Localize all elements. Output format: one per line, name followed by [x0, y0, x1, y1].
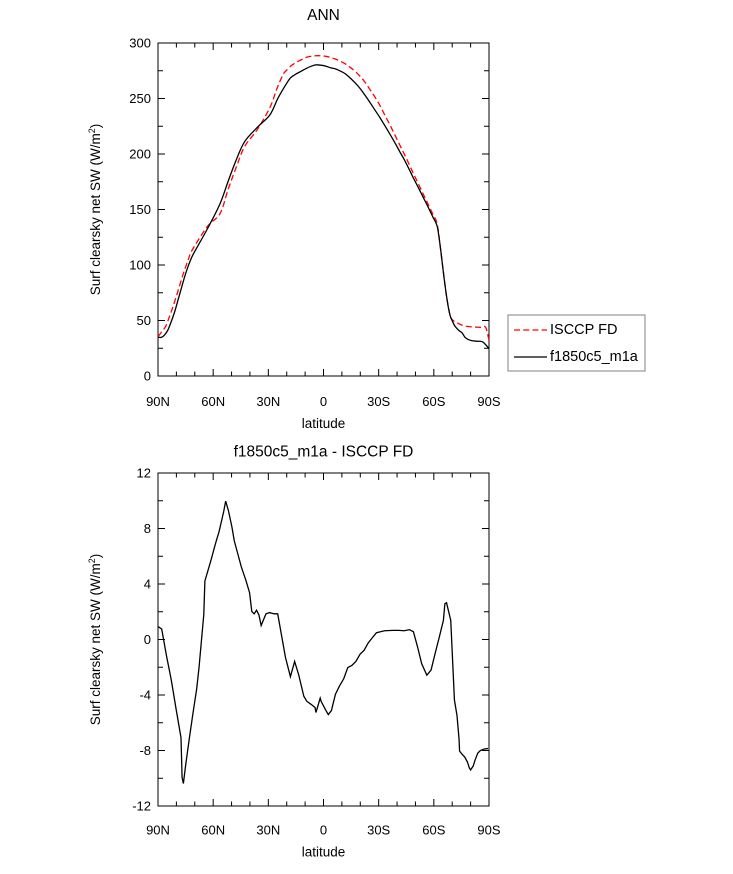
svg-text:ANN: ANN [307, 7, 340, 24]
svg-text:latitude: latitude [302, 845, 346, 860]
svg-text:50: 50 [137, 313, 151, 328]
svg-text:0: 0 [144, 632, 151, 647]
svg-text:8: 8 [144, 521, 151, 536]
svg-text:60S: 60S [422, 394, 445, 409]
svg-text:90S: 90S [477, 823, 500, 838]
svg-text:-4: -4 [139, 688, 151, 703]
svg-text:60N: 60N [201, 394, 225, 409]
svg-text:90N: 90N [146, 823, 170, 838]
svg-text:f1850c5_m1a - ISCCP FD: f1850c5_m1a - ISCCP FD [234, 444, 414, 461]
svg-text:90S: 90S [477, 394, 500, 409]
svg-text:Surf clearsky net SW (W/m2): Surf clearsky net SW (W/m2) [87, 124, 103, 296]
svg-text:latitude: latitude [302, 416, 346, 431]
svg-text:30N: 30N [256, 823, 280, 838]
svg-text:60S: 60S [422, 823, 445, 838]
svg-text:0: 0 [144, 369, 151, 384]
svg-text:-12: -12 [132, 799, 151, 814]
svg-text:100: 100 [129, 258, 151, 273]
svg-text:90N: 90N [146, 394, 170, 409]
svg-text:30N: 30N [256, 394, 280, 409]
svg-text:12: 12 [137, 466, 151, 481]
svg-text:300: 300 [129, 36, 151, 51]
svg-text:60N: 60N [201, 823, 225, 838]
svg-text:200: 200 [129, 147, 151, 162]
svg-text:30S: 30S [367, 823, 390, 838]
svg-text:4: 4 [144, 577, 151, 592]
svg-text:-8: -8 [139, 743, 151, 758]
svg-text:Surf clearsky net SW (W/m2): Surf clearsky net SW (W/m2) [87, 554, 103, 726]
svg-text:250: 250 [129, 91, 151, 106]
svg-text:0: 0 [320, 394, 327, 409]
svg-text:ISCCP FD: ISCCP FD [550, 322, 617, 338]
svg-text:150: 150 [129, 202, 151, 217]
svg-text:30S: 30S [367, 394, 390, 409]
svg-text:f1850c5_m1a: f1850c5_m1a [550, 349, 639, 365]
svg-text:0: 0 [320, 823, 327, 838]
